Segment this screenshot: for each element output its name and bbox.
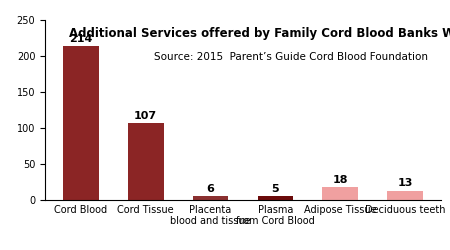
Text: Additional Services offered by Family Cord Blood Banks Worldwide: Additional Services offered by Family Co…: [69, 27, 450, 40]
Text: Source: 2015  Parent’s Guide Cord Blood Foundation: Source: 2015 Parent’s Guide Cord Blood F…: [153, 52, 428, 62]
Bar: [257, 196, 293, 200]
Text: 214: 214: [69, 34, 93, 44]
Text: 5: 5: [272, 184, 279, 194]
Bar: [323, 187, 358, 200]
Bar: [387, 191, 423, 200]
Bar: [128, 123, 163, 200]
Bar: [63, 46, 99, 200]
Text: 18: 18: [333, 175, 348, 185]
Text: 107: 107: [134, 111, 157, 121]
Bar: [193, 196, 229, 200]
Text: 6: 6: [207, 184, 215, 194]
Text: 13: 13: [397, 178, 413, 188]
